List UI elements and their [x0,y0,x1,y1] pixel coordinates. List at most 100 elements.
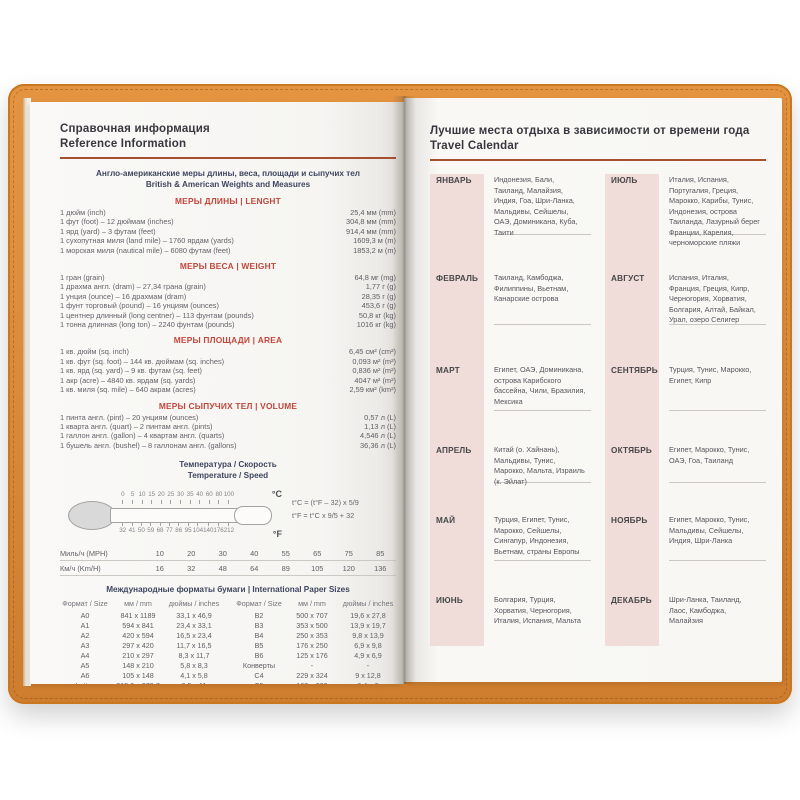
travel-calendar: ЯНВАРЬ Индонезия, Бали, Таиланд, Малайзи… [430,174,766,646]
right-page-title-ru: Лучшие места отдыха в зависимости от вре… [430,125,750,137]
paper-size-name: A1 [80,621,90,631]
paper-size-row: A3 297 x 420 11,7 x 16,5 [60,641,222,651]
weights-heading: Англо-американские меры длины, веса, пло… [60,168,396,190]
tick-mark [122,500,124,505]
calendar-destinations: Турция, Египет, Тунис, Марокко, Сейшелы,… [494,515,580,556]
paper-size-name: A6 [80,671,90,681]
calendar-destinations: Таиланд, Камбоджа, Филиппины, Вьетнам, К… [494,273,569,303]
paper-sizes-table: Формат / Size мм / mm дюймы / inches A0 … [60,599,396,684]
celsius-tick: 35 [185,491,195,505]
measure-row: 1 центнер длинный (long centner) – 113 ф… [60,311,396,320]
paper-size-inches: 33,1 x 46,9 [176,611,212,621]
section-area-title: МЕРЫ ПЛОЩАДИ | AREA [173,335,283,346]
calendar-entry: МАЙ Турция, Египет, Тунис, Марокко, Сейш… [430,514,591,594]
measure-label: 1 кварта англ. (quart) – 2 пинтам англ. … [60,421,213,431]
fahrenheit-tick-label: 77 [165,527,173,535]
celsius-tick-label: 100 [223,491,235,499]
celsius-tick: 40 [195,491,205,505]
celsius-tick-label: 35 [186,491,194,499]
temperature-block: 0 5 10 15 [60,486,396,542]
paper-size-mm: 841 x 1189 [120,611,156,621]
paper-col-format: Формат / Size [62,599,108,609]
measure-value: 304,8 мм (mm) [346,217,396,227]
fahrenheit-tick-label: 140 [203,527,214,535]
measure-row: 1 гран (grain) 64,8 мг (mg) [60,273,396,282]
calendar-entry-body: Китай (о. Хайнань), Мальдивы, Тунис, Мар… [494,444,591,486]
tick-mark [141,500,143,505]
left-page: Справочная информация Reference Informat… [30,102,404,684]
speed-value: 89 [281,563,290,573]
measure-value: 36,36 л (L) [360,440,396,450]
paper-size-inches: 4,1 x 5,8 [180,671,208,681]
measure-value: 1,77 г (g) [365,282,396,292]
tick-mark [189,500,191,505]
calendar-column-jan-jun: ЯНВАРЬ Индонезия, Бали, Таиланд, Малайзи… [430,174,591,646]
section-weight-rows: 1 гран (grain) 64,8 мг (mg) 1 драхма анг… [60,273,396,329]
paper-size-name: C5 [234,681,284,684]
calendar-entry: СЕНТЯБРЬ Турция, Тунис, Марокко, Египет,… [605,364,766,444]
paper-size-name: A4 [80,651,90,661]
measure-row: 1 тонна длинная (long ton) – 2240 фунтам… [60,320,396,329]
paper-size-row: C4 229 x 324 9 x 12,8 [234,671,396,681]
measure-value: 25,4 мм (mm) [350,208,396,217]
calendar-destinations: Болгария, Турция, Хорватия, Черногория, … [494,595,581,625]
calendar-month-label: АВГУСТ [611,274,645,283]
calendar-entry-body: Индонезия, Бали, Таиланд, Малайзия, Инди… [494,174,591,237]
paper-size-mm: 210 x 297 [122,651,154,661]
calendar-entry-body: Турция, Тунис, Марокко, Египет, Кипр [669,364,766,411]
paper-size-row: A2 420 x 594 16,5 x 23,4 [60,631,222,641]
speed-value: 75 [344,548,353,558]
paper-size-name: A3 [80,641,90,651]
fahrenheit-tick: 140 [203,522,213,535]
calendar-destinations: Италия, Испания, Португалия, Греция, Мар… [669,175,760,247]
section-weight: МЕРЫ ВЕСА | WEIGHT 1 гран (grain) 64,8 м… [60,261,396,329]
measure-label: 1 галлон англ. (gallon) – 4 квартам англ… [60,431,225,441]
speed-row-label: Км/ч (Km/H) [60,563,101,573]
tick-mark [122,522,124,527]
speed-row-kmh: Км/ч (Km/H) 16 32 48 64 89 105 120 136 [60,561,396,577]
calendar-destinations: Египет, ОАЭ, Доминикана, острова Карибск… [494,365,586,406]
temperature-heading: Температура / Скорость Temperature / Spe… [60,459,396,481]
paper-size-mm: 297 x 420 [122,641,154,651]
celsius-tick: 25 [166,491,176,505]
fahrenheit-unit-label: °F [272,529,282,540]
right-page: Лучшие места отдыха в зависимости от вре… [404,98,782,682]
paper-size-mm: - [310,661,314,671]
fahrenheit-tick-label: 41 [128,527,136,535]
measure-row: 1 кварта англ. (quart) – 2 пинтам англ. … [60,422,396,431]
measure-row: 1 унция (ounce) – 16 драхмам (dram) 28,3… [60,292,396,301]
measure-row: 1 дюйм (inch) 25,4 мм (mm) [60,208,396,217]
calendar-destinations: Шри-Ланка, Таиланд, Лаос, Камбоджа, Мала… [669,595,742,625]
paper-size-name: B4 [254,631,264,641]
conversion-formulas: t°C = (t°F – 32) x 5/9 t°F = t°C x 9/5 +… [292,486,396,542]
fahrenheit-tick: 95 [183,522,192,535]
calendar-entry-body: Таиланд, Камбоджа, Филиппины, Вьетнам, К… [494,272,591,325]
tick-mark [170,500,172,505]
paper-size-row: C5 162 x 229 6,4 x 9 [234,681,396,684]
paper-size-name: Конверты [242,661,276,671]
celsius-tick-label: 25 [167,491,175,499]
paper-size-inches: 8,3 x 11,7 [178,651,210,661]
calendar-entry: АВГУСТ Испания, Италия, Франция, Греция,… [605,272,766,364]
paper-size-name: A2 [80,631,90,641]
calendar-month-label: МАРТ [436,366,460,375]
paper-size-name: B5 [254,641,264,651]
paper-size-inches: 8,5 x 11 [166,681,222,684]
measure-label: 1 гран (grain) [60,273,105,283]
paper-size-mm: 420 x 594 [122,631,154,641]
speed-row-label: Миль/ч (MPH) [60,548,108,558]
paper-col-inches: дюймы / inches [342,599,394,609]
celsius-tick-label: 20 [157,491,165,499]
paper-size-mm: 229 x 324 [296,671,328,681]
fahrenheit-tick-label: 50 [137,527,145,535]
tick-mark [160,500,162,505]
section-weight-title: МЕРЫ ВЕСА | WEIGHT [179,261,277,272]
speed-value: 120 [342,563,355,573]
paper-size-name: Letter [60,681,110,684]
calendar-month-label: ЯНВАРЬ [436,176,472,185]
paper-size-mm: 353 x 500 [296,621,328,631]
calendar-entry-body: Испания, Италия, Франция, Греция, Кипр, … [669,272,766,325]
paper-size-inches: 6,9 x 9,8 [354,641,382,651]
measure-label: 1 морская миля (nautical mile) – 6080 фу… [60,245,231,255]
calendar-entry-body: Египет, Марокко, Тунис, Мальдивы, Сейшел… [669,514,766,561]
